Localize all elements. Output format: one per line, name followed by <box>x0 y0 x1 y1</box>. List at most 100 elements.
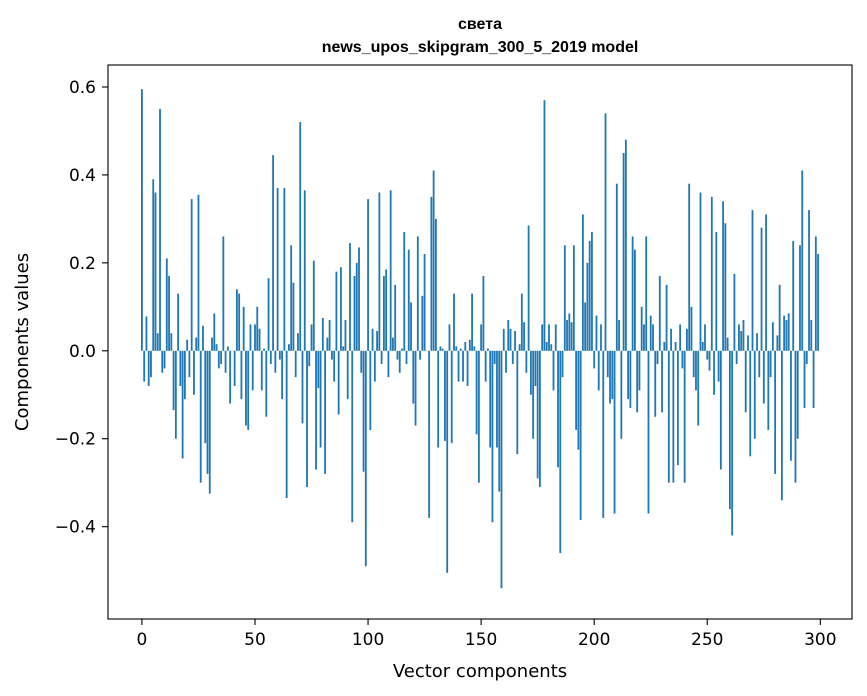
bar <box>656 350 659 364</box>
y-tick-label: −0.4 <box>55 518 96 538</box>
bar <box>387 350 390 378</box>
bar <box>188 350 191 378</box>
bar <box>545 342 548 351</box>
bar <box>394 284 397 351</box>
bar <box>177 293 180 351</box>
bar <box>224 350 227 373</box>
bar <box>615 183 618 351</box>
bar <box>183 350 186 400</box>
bar <box>170 333 173 351</box>
bar <box>265 350 268 417</box>
bar <box>405 350 408 364</box>
bar <box>507 320 510 351</box>
bar <box>808 210 810 351</box>
bar <box>435 218 437 351</box>
bar <box>315 350 317 470</box>
bar <box>288 344 290 351</box>
bar <box>728 350 731 510</box>
bar <box>161 350 164 373</box>
bar <box>208 350 211 494</box>
bar <box>269 350 272 364</box>
bar <box>805 350 808 364</box>
bar <box>466 350 469 386</box>
bar <box>570 322 573 351</box>
bar <box>523 322 525 351</box>
bar <box>145 316 148 351</box>
bar <box>464 342 467 351</box>
bar <box>647 350 650 514</box>
bar <box>229 350 232 404</box>
bar <box>344 320 347 351</box>
x-axis-ticks: 0 50 100 150 200 250 300 <box>137 619 837 650</box>
bar <box>769 350 772 378</box>
bar <box>468 339 471 351</box>
bar <box>801 170 804 351</box>
bar <box>444 350 446 441</box>
bar <box>753 350 756 439</box>
bar <box>294 350 297 378</box>
bar <box>272 155 274 351</box>
bar <box>525 350 528 373</box>
bar <box>597 350 600 391</box>
bar <box>236 289 238 351</box>
bar <box>548 324 550 351</box>
bar <box>274 350 277 373</box>
bar <box>321 317 324 351</box>
bar <box>674 342 677 351</box>
bar <box>534 350 537 386</box>
bar <box>349 243 351 351</box>
bar <box>527 225 530 351</box>
bar <box>604 113 607 351</box>
bar <box>514 331 516 351</box>
bar <box>638 350 641 391</box>
bar <box>369 350 372 430</box>
bar <box>364 350 367 567</box>
bar <box>186 339 189 351</box>
bar <box>459 348 462 351</box>
bar <box>554 324 557 351</box>
bar <box>636 350 639 413</box>
bar <box>518 344 521 351</box>
bar <box>665 284 668 351</box>
bar <box>233 350 236 386</box>
bar <box>767 350 770 430</box>
bar <box>575 350 578 430</box>
bar <box>141 89 143 351</box>
bar <box>778 284 781 351</box>
y-tick-label: 0.4 <box>69 166 96 186</box>
bar <box>330 350 333 360</box>
bar <box>760 227 763 351</box>
bar <box>477 350 480 483</box>
bar <box>484 350 487 382</box>
bar <box>505 350 507 373</box>
bar <box>475 350 478 435</box>
y-axis-label: Components values <box>12 253 33 431</box>
bar <box>602 350 605 518</box>
bar <box>199 350 202 483</box>
bar <box>785 320 788 351</box>
bar <box>337 350 340 415</box>
bar <box>814 236 817 351</box>
bar <box>462 350 464 382</box>
bar <box>676 350 679 466</box>
bar <box>559 350 562 554</box>
bar <box>353 276 356 351</box>
bar <box>258 328 261 351</box>
bar <box>627 350 630 400</box>
bar <box>595 315 598 351</box>
bar <box>346 350 349 400</box>
bar <box>591 232 593 351</box>
bar <box>787 313 790 351</box>
bar <box>634 249 636 351</box>
bar <box>410 302 412 351</box>
bar <box>403 232 406 351</box>
bar <box>496 350 498 448</box>
y-tick-label: −0.2 <box>55 430 96 450</box>
bar <box>226 346 229 351</box>
bar-series <box>141 89 819 589</box>
bar <box>154 192 157 351</box>
bar <box>254 324 256 351</box>
bar <box>489 350 492 448</box>
bar <box>771 322 774 351</box>
bar <box>373 350 376 382</box>
